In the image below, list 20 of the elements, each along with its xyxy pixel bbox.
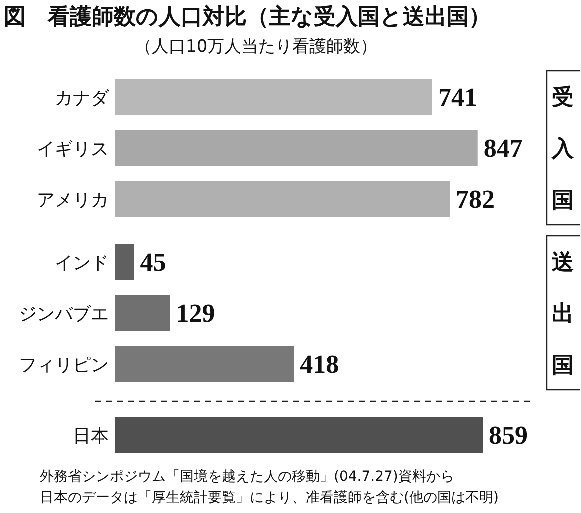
- text: 送出国: [552, 250, 574, 378]
- y-tick-label: イギリス: [37, 139, 109, 160]
- data-label: 418: [300, 350, 340, 379]
- text: 日本のデータは「厚生統計要覧」により、准看護師を含む(他の国は不明): [40, 490, 499, 506]
- chart-subtitle: （人口10万人当たり看護師数）: [135, 37, 378, 57]
- y-tick-label: アメリカ: [37, 190, 109, 211]
- text: 外務省シンポジウム「国境を越えた人の移動」(04.7.27)資料から: [40, 469, 454, 485]
- data-label: 129: [176, 299, 216, 328]
- text: 受入国: [551, 86, 575, 214]
- data-label: 847: [484, 134, 523, 163]
- y-tick-label: ジンバブエ: [19, 304, 109, 325]
- data-label: 782: [456, 185, 496, 214]
- y-tick-label: インド: [55, 253, 109, 274]
- y-tick-label: カナダ: [55, 88, 110, 109]
- y-tick-label: 日本: [73, 426, 109, 447]
- chart-title: 図 看護師数の人口対比（主な受入国と送出国）: [4, 4, 491, 30]
- data-label: 45: [140, 248, 166, 277]
- data-label: 859: [489, 421, 528, 450]
- y-tick-label: フィリピン: [19, 355, 109, 376]
- data-label: 741: [438, 83, 478, 112]
